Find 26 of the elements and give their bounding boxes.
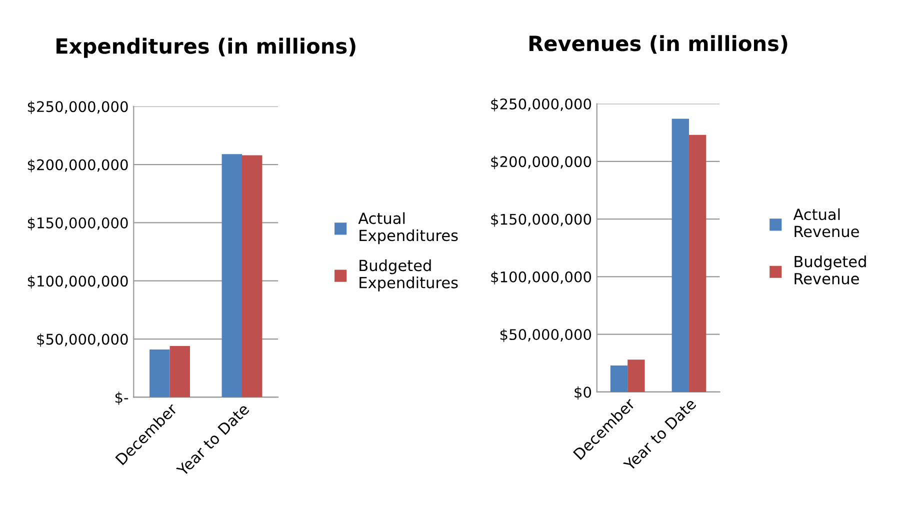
bar	[150, 350, 170, 398]
chart-title: Expenditures (in millions)	[56, 38, 356, 58]
chart-title: Revenues (in millions)	[529, 35, 788, 54]
bar	[688, 134, 706, 392]
legend-label: Actual Revenue	[793, 208, 859, 238]
bar	[672, 118, 689, 392]
y-tick-label: $200,000,000	[28, 158, 128, 172]
y-tick-label: $50,000,000	[37, 333, 128, 347]
legend-label: Budgeted Expenditures	[360, 259, 458, 292]
bar	[222, 154, 242, 398]
y-tick-label: $250,000,000	[491, 98, 592, 112]
y-tick-label: $250,000,000	[28, 100, 128, 114]
bar	[628, 360, 645, 392]
bar	[170, 346, 190, 398]
legend-label: Actual Expenditures	[358, 212, 458, 244]
y-tick-label: $-	[115, 392, 128, 405]
bar	[242, 155, 262, 398]
y-tick-label: $100,000,000	[491, 271, 592, 284]
y-tick-label: $150,000,000	[28, 217, 128, 230]
bar	[610, 365, 628, 392]
y-tick-label: $100,000,000	[28, 275, 128, 289]
y-tick-label: $0	[574, 386, 592, 400]
y-tick-label: $50,000,000	[500, 328, 592, 342]
legend-label: Budgeted Revenue	[794, 255, 866, 284]
y-tick-label: $200,000,000	[491, 156, 592, 170]
y-tick-label: $150,000,000	[491, 213, 592, 227]
